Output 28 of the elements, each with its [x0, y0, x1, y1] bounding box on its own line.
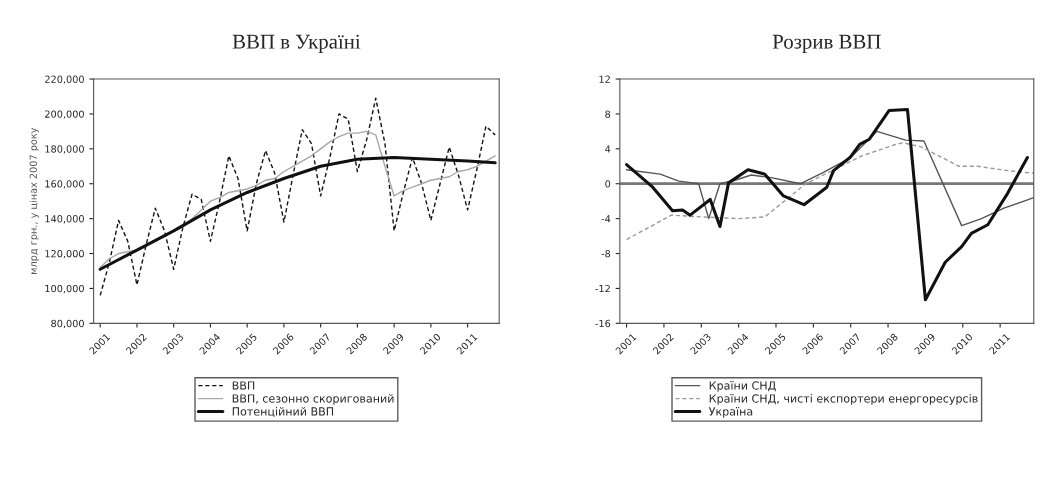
chart-title: Розрив ВВП [772, 34, 881, 53]
legend-label: Країни СНД [709, 381, 776, 392]
y-tick-label: 4 [605, 145, 611, 153]
y-axis-title: млрд грн., у цінах 2007 року [29, 127, 39, 274]
legend-label: ВВП [232, 381, 255, 390]
y-tick-label: 140,000 [45, 215, 84, 224]
line-series [625, 108, 1029, 302]
chart-title: ВВП в Україні [232, 34, 361, 53]
y-tick-label: 200,000 [45, 110, 84, 119]
y-tick-label: 120,000 [45, 250, 84, 259]
y-tick-label: 80,000 [51, 319, 84, 329]
legend-label: Країни СНД, чисті експортери енергоресурсів [709, 394, 978, 405]
y-tick-label: 8 [605, 110, 611, 118]
y-tick-label: 180,000 [45, 145, 84, 154]
line-series [625, 142, 1034, 241]
y-tick-label: -8 [601, 250, 611, 258]
y-tick-label: 100,000 [45, 284, 84, 294]
y-tick-label: -4 [601, 215, 611, 223]
y-tick-label: -12 [595, 284, 610, 293]
y-tick-label: -16 [595, 319, 611, 328]
y-tick-label: 0 [605, 180, 611, 188]
y-tick-label: 12 [599, 75, 610, 83]
legend-label: Україна [708, 407, 753, 418]
legend-label: ВВП, сезонно скоригований [232, 394, 394, 405]
legend-label: Потенційний ВВП [232, 407, 334, 417]
y-tick-label: 160,000 [45, 180, 84, 189]
y-tick-label: 220,000 [45, 75, 84, 84]
line-series [99, 97, 496, 297]
